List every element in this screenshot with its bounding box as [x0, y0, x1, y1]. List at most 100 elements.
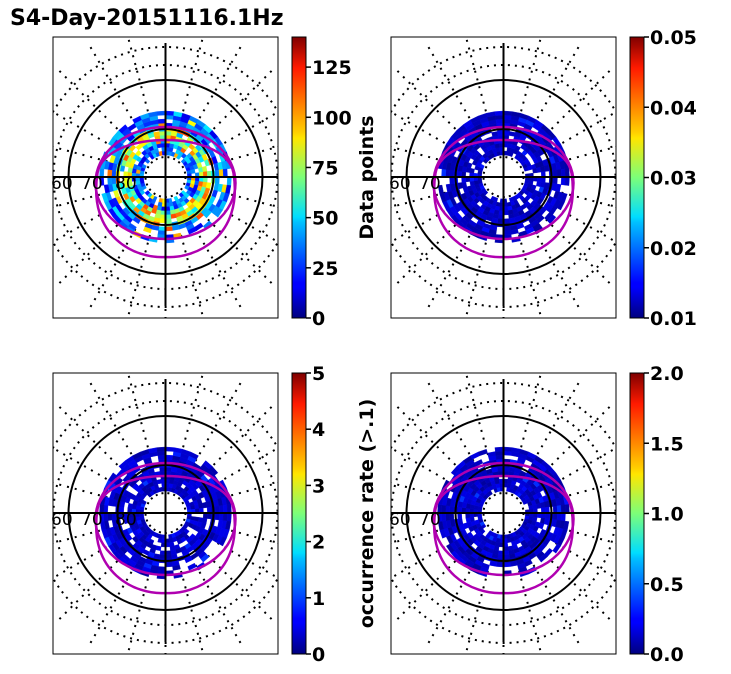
heatmap-cell	[214, 505, 220, 514]
ring-label: 80	[115, 174, 137, 194]
heatmap-cell	[201, 165, 208, 173]
radial-spoke	[427, 46, 475, 126]
colorbar: 0.00.51.01.52.0occurrence rate (>.15)	[629, 363, 731, 666]
heatmap-cell	[503, 562, 511, 568]
colorbar-tick-label: 50	[312, 208, 338, 230]
heatmap-cell	[552, 505, 558, 514]
heatmap-cell	[165, 226, 173, 232]
heatmap-cell	[218, 512, 224, 521]
radial-spoke	[216, 542, 278, 580]
heatmap-cell	[560, 168, 566, 178]
colorbar: 0.010.020.030.040.05mean S4	[629, 27, 731, 330]
heatmap-cell	[158, 226, 166, 232]
heatmap-cell	[157, 450, 166, 456]
radial-spoke	[216, 110, 278, 148]
heatmap-cell	[107, 169, 113, 178]
radial-spoke	[545, 70, 611, 136]
radial-spoke	[180, 37, 205, 120]
heatmap-cell	[218, 505, 224, 514]
colorbar: 0 1 2 3 4 5 occurrence rate (>.1)	[291, 363, 378, 666]
heatmap-cell	[449, 176, 455, 185]
ring-label: 60	[389, 510, 411, 530]
heatmap-cell	[503, 110, 513, 116]
heatmap-cell	[153, 131, 161, 137]
heatmap-cell	[552, 169, 558, 178]
heatmap-cell	[165, 110, 175, 116]
heatmap-cell	[564, 176, 570, 186]
heatmap-cell	[103, 512, 109, 522]
colorbar-tick-label: 3	[312, 475, 325, 497]
magenta-outer-oval	[94, 474, 237, 595]
polar-plot-area	[391, 373, 616, 654]
heatmap-cell	[188, 451, 199, 460]
heatmap-cell	[556, 512, 562, 521]
radial-spoke	[427, 228, 475, 308]
heatmap-cell	[441, 504, 447, 514]
radial-spoke	[427, 382, 475, 462]
axes-frame	[390, 372, 617, 655]
ring-label: 70	[419, 174, 441, 194]
radial-spoke	[194, 564, 242, 644]
heatmap-cell	[495, 114, 504, 120]
radial-spoke	[518, 373, 543, 456]
colorbar-tick-label: 0.02	[650, 238, 697, 260]
heatmap-cell	[449, 169, 455, 178]
heatmap-cell	[165, 114, 174, 120]
heatmap-cell	[552, 543, 561, 554]
colorbar-tick-label: 0.05	[650, 27, 697, 49]
magenta-outer-oval	[432, 474, 575, 595]
heatmap-cell	[477, 448, 488, 456]
heatmap-cell	[108, 472, 117, 483]
heatmap-cell	[449, 505, 455, 514]
radial-spoke	[464, 373, 489, 456]
radial-spoke	[53, 206, 115, 244]
radial-spoke	[396, 554, 462, 620]
heatmap-cell	[449, 512, 455, 521]
heatmap-cell	[218, 536, 227, 547]
ring-label: 60	[51, 510, 73, 530]
radial-spoke	[58, 218, 124, 284]
heatmap-cell	[552, 512, 558, 521]
heatmap-cell	[157, 537, 163, 543]
dotted-ring	[391, 382, 616, 644]
radial-spoke	[554, 542, 616, 580]
heatmap-cell	[157, 118, 166, 124]
radial-spoke	[464, 37, 489, 120]
radial-spoke	[532, 564, 580, 644]
figure-title: S4-Day-20151116.1Hz	[10, 6, 284, 31]
heatmap-cell	[226, 176, 232, 186]
radial-spoke	[554, 206, 616, 244]
panel-3: 60 70 80 0 1 2 3 4 5 occurrence rate (>.1)	[51, 363, 378, 666]
heatmap-cell	[437, 184, 444, 195]
radial-spoke	[58, 70, 124, 136]
radial-spoke	[545, 406, 611, 472]
ring-label: 60	[389, 174, 411, 194]
radial-spoke	[391, 206, 453, 244]
radial-spoke	[53, 446, 115, 484]
heatmap-cell	[538, 553, 548, 563]
ring-label: 70	[81, 510, 103, 530]
colorbar-gradient	[291, 372, 307, 655]
radial-spoke	[53, 542, 115, 580]
radial-spoke	[194, 228, 242, 308]
heatmap-cell	[445, 512, 451, 521]
heatmap-cell	[203, 209, 212, 219]
colorbar-tick-label: 4	[312, 419, 325, 441]
heatmap-cell	[118, 124, 129, 134]
heatmap-cell	[156, 446, 166, 452]
colorbar-label: Data points	[356, 115, 378, 239]
heatmap-cell	[564, 504, 570, 514]
radial-spoke	[545, 218, 611, 284]
radial-spoke	[216, 446, 278, 484]
colorbar-tick-label: 2.0	[650, 363, 684, 385]
radial-spoke	[89, 564, 137, 644]
heatmap-cell	[560, 504, 566, 514]
colorbar-tick-label: 125	[312, 57, 352, 79]
heatmap-cell	[157, 230, 166, 236]
heatmap-cell	[165, 446, 175, 452]
radial-spoke	[126, 373, 151, 456]
radial-spoke	[180, 373, 205, 456]
magenta-outer-oval	[432, 138, 575, 259]
